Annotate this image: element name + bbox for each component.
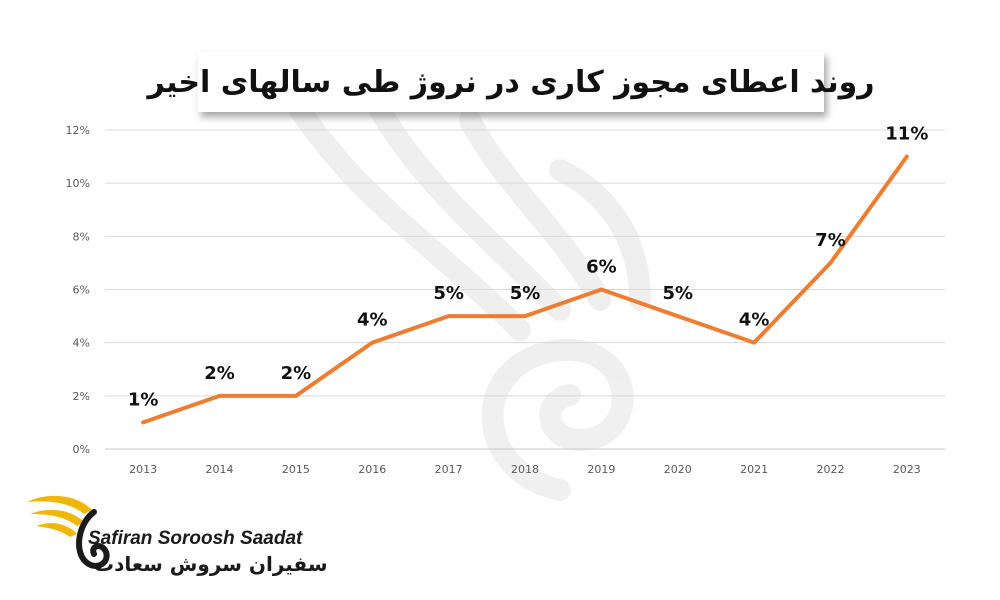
data-label: 11% (885, 124, 928, 145)
data-label: 7% (815, 230, 846, 251)
data-label: 4% (739, 310, 770, 331)
series-line (141, 154, 909, 425)
data-label: 2% (204, 363, 235, 384)
x-tick-label: 2015 (282, 463, 310, 476)
x-tick-label: 2016 (358, 463, 386, 476)
x-tick-label: 2014 (206, 463, 234, 476)
data-label: 5% (433, 283, 464, 304)
y-tick-label: 2% (73, 390, 90, 403)
data-label: 6% (586, 257, 617, 278)
x-tick-label: 2020 (664, 463, 692, 476)
x-tick-label: 2018 (511, 463, 539, 476)
chart-title-box: روند اعطای مجوز کاری در نروژ طی سالهای ا… (147, 52, 875, 112)
logo-text-persian: سفیران سروش سعادت (94, 552, 328, 576)
logo-wing-icon (27, 495, 110, 569)
y-tick-label: 8% (73, 230, 90, 243)
data-label: 2% (281, 363, 312, 384)
data-label: 4% (357, 310, 388, 331)
y-tick-label: 0% (73, 443, 90, 456)
data-label: 1% (128, 389, 159, 410)
data-label: 5% (510, 283, 541, 304)
x-tick-label: 2017 (435, 463, 463, 476)
y-tick-label: 4% (73, 337, 90, 350)
y-tick-label: 6% (73, 284, 90, 297)
y-tick-label: 10% (66, 177, 90, 190)
company-logo: Safiran Soroosh Saadat سفیران سروش سعادت (22, 492, 328, 582)
data-label: 5% (662, 283, 693, 304)
x-tick-label: 2013 (129, 463, 157, 476)
x-tick-label: 2023 (893, 463, 921, 476)
chart-title: روند اعطای مجوز کاری در نروژ طی سالهای ا… (147, 64, 875, 100)
y-tick-label: 12% (66, 124, 90, 137)
logo-text-english: Safiran Soroosh Saadat (88, 528, 303, 549)
x-tick-label: 2022 (816, 463, 844, 476)
x-tick-label: 2019 (587, 463, 615, 476)
x-tick-label: 2021 (740, 463, 768, 476)
